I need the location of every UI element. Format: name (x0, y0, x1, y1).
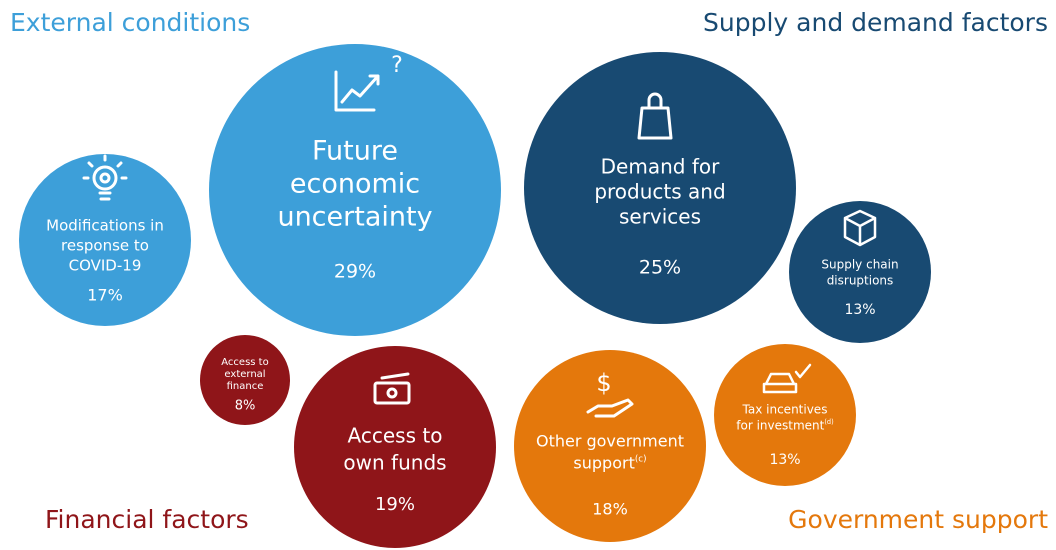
bubble-value: 29% (334, 261, 376, 283)
bubble (514, 350, 706, 542)
bubble-value: 25% (639, 257, 681, 279)
bubble-label: Demand for (601, 155, 720, 179)
bubble-value: 8% (235, 399, 256, 414)
footnote-mark: (d) (824, 418, 833, 426)
bubble (714, 344, 856, 486)
bubble-label: uncertainty (277, 202, 432, 233)
icons: ? $ (82, 53, 877, 418)
bubble-value: 19% (375, 494, 415, 515)
car-icon (762, 363, 812, 394)
bubble-label: economic (290, 169, 420, 200)
group-title: Government support (788, 505, 1048, 534)
bubble-label: for investment(d) (736, 418, 833, 433)
bubble-value: 13% (844, 302, 875, 318)
bubble-label: Modifications in (46, 217, 164, 235)
hand-icon (586, 398, 634, 418)
bubble (524, 52, 796, 324)
bubble-label: own funds (343, 451, 446, 475)
bubble (789, 201, 931, 343)
bubble (209, 44, 501, 336)
bubble-label: Access to (348, 424, 443, 448)
bubble-label: COVID-19 (69, 257, 142, 275)
bubble-label: Supply chain (821, 258, 898, 272)
dollar-icon: $ (596, 369, 611, 397)
bubble-label: Access to (221, 357, 268, 368)
bubble (294, 346, 496, 548)
bubble-label: external (224, 369, 265, 380)
bulb-icon (82, 154, 128, 201)
bubble (19, 154, 191, 326)
footnote-mark: (c) (635, 454, 647, 464)
bubble-label: products and (594, 180, 725, 204)
bubble-label: Future (312, 136, 398, 167)
bag-icon (637, 92, 673, 140)
question-icon: ? (391, 53, 403, 78)
bubble-label: response to (61, 237, 149, 255)
bubble-value: 18% (592, 500, 628, 519)
bubble (200, 335, 290, 425)
bubble-value: 13% (769, 452, 800, 468)
chart-icon (334, 70, 380, 112)
group-title: External conditions (10, 8, 250, 37)
box-icon (843, 209, 877, 247)
bubble-label: finance (227, 381, 264, 392)
cash-icon (373, 372, 411, 405)
bubble-label: Tax incentives (742, 403, 828, 417)
bubble-label: Other government (536, 432, 684, 451)
bubble-label: services (619, 205, 701, 229)
group-title: Supply and demand factors (703, 8, 1048, 37)
bubble-label: support(c) (573, 454, 646, 473)
bubble-value: 17% (87, 286, 123, 305)
group-title: Financial factors (45, 505, 249, 534)
bubble-label: disruptions (827, 274, 894, 288)
